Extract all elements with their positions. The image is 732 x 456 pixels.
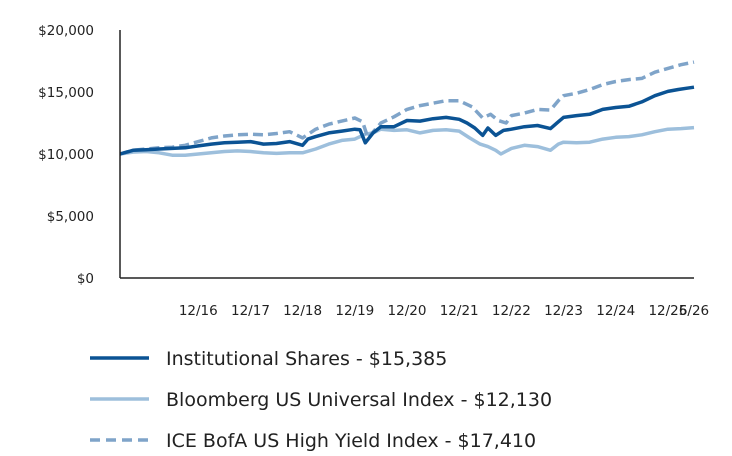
series-lines — [119, 60, 695, 157]
y-tick-label: $5,000 — [47, 209, 94, 225]
y-tick-label: $15,000 — [38, 85, 94, 101]
x-tick-label: 12/20 — [388, 303, 427, 319]
x-tick-label: 12/16 — [179, 303, 218, 319]
ice-legend-label: ICE BofA US High Yield Index - $17,410 — [166, 430, 536, 452]
x-tick-label: 12/17 — [231, 303, 270, 319]
bloomberg-series-line — [119, 125, 695, 157]
y-axis-ticks: $0 $5,000 $10,000 $15,000 $20,000 — [38, 23, 94, 287]
y-tick-label: $0 — [77, 271, 94, 287]
x-tick-label: 12/19 — [335, 303, 374, 319]
institutional-legend-label: Institutional Shares - $15,385 — [166, 348, 447, 370]
legend: Institutional Shares - $15,385 Bloomberg … — [90, 348, 552, 452]
institutional-series-line — [119, 85, 695, 156]
x-tick-label: 6/26 — [679, 303, 709, 319]
x-tick-label: 12/22 — [492, 303, 531, 319]
x-tick-label: 12/18 — [283, 303, 322, 319]
x-tick-label: 12/24 — [596, 303, 635, 319]
bloomberg-legend-label: Bloomberg US Universal Index - $12,130 — [166, 389, 552, 411]
x-tick-label: 12/21 — [440, 303, 479, 319]
ice-series-line — [119, 60, 695, 156]
x-axis-ticks: 12/16 12/17 12/18 12/19 12/20 12/21 12/22 12/23… — [179, 303, 709, 319]
x-tick-label: 12/23 — [544, 303, 583, 319]
y-tick-label: $10,000 — [38, 147, 94, 163]
x-tick-label: 12/25 — [648, 303, 687, 319]
y-tick-label: $20,000 — [38, 23, 94, 39]
